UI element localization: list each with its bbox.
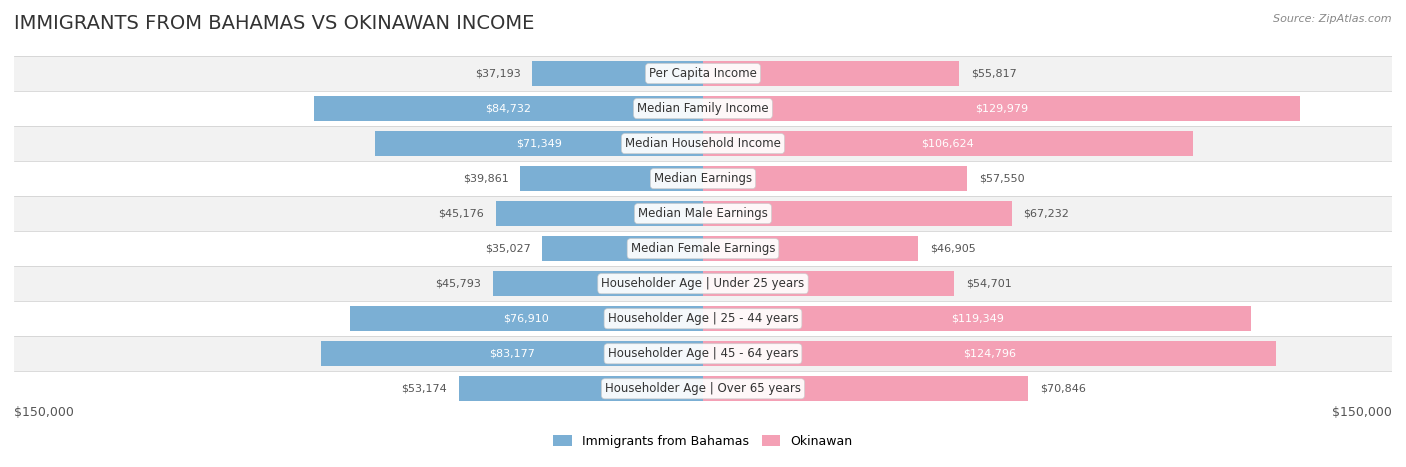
Text: Median Household Income: Median Household Income: [626, 137, 780, 150]
Text: $67,232: $67,232: [1024, 209, 1069, 219]
Text: Householder Age | Over 65 years: Householder Age | Over 65 years: [605, 382, 801, 395]
Text: Median Family Income: Median Family Income: [637, 102, 769, 115]
Bar: [703, 376, 1028, 402]
Text: Per Capita Income: Per Capita Income: [650, 67, 756, 80]
Text: $124,796: $124,796: [963, 349, 1017, 359]
Text: $150,000: $150,000: [1331, 406, 1392, 419]
Bar: [543, 236, 703, 262]
Text: $70,846: $70,846: [1040, 384, 1085, 394]
Text: $55,817: $55,817: [972, 69, 1017, 78]
Text: $76,910: $76,910: [503, 314, 550, 324]
Text: $57,550: $57,550: [979, 174, 1025, 184]
Bar: [14, 336, 1392, 371]
Legend: Immigrants from Bahamas, Okinawan: Immigrants from Bahamas, Okinawan: [548, 430, 858, 453]
Text: $71,349: $71,349: [516, 139, 562, 149]
Text: $84,732: $84,732: [485, 104, 531, 113]
Text: $119,349: $119,349: [950, 314, 1004, 324]
Bar: [703, 131, 1192, 156]
Bar: [14, 126, 1392, 161]
Text: $39,861: $39,861: [463, 174, 509, 184]
Text: $53,174: $53,174: [402, 384, 447, 394]
Bar: [495, 201, 703, 226]
Text: $46,905: $46,905: [929, 244, 976, 254]
Bar: [703, 166, 967, 191]
Text: Median Earnings: Median Earnings: [654, 172, 752, 185]
Bar: [14, 301, 1392, 336]
Bar: [492, 271, 703, 297]
Text: Householder Age | Under 25 years: Householder Age | Under 25 years: [602, 277, 804, 290]
Text: $37,193: $37,193: [475, 69, 520, 78]
Text: Source: ZipAtlas.com: Source: ZipAtlas.com: [1274, 14, 1392, 24]
Text: $45,793: $45,793: [436, 279, 481, 289]
Text: $150,000: $150,000: [14, 406, 75, 419]
Text: Householder Age | 45 - 64 years: Householder Age | 45 - 64 years: [607, 347, 799, 360]
Bar: [533, 61, 703, 86]
Bar: [321, 341, 703, 366]
Bar: [703, 271, 955, 297]
Text: $35,027: $35,027: [485, 244, 530, 254]
Bar: [14, 371, 1392, 406]
Text: Median Female Earnings: Median Female Earnings: [631, 242, 775, 255]
Bar: [703, 201, 1012, 226]
Bar: [14, 56, 1392, 91]
Bar: [314, 96, 703, 121]
Text: Median Male Earnings: Median Male Earnings: [638, 207, 768, 220]
Text: $54,701: $54,701: [966, 279, 1011, 289]
Bar: [703, 341, 1277, 366]
Bar: [14, 231, 1392, 266]
Bar: [520, 166, 703, 191]
Text: $45,176: $45,176: [439, 209, 484, 219]
Text: $129,979: $129,979: [974, 104, 1028, 113]
Text: $106,624: $106,624: [921, 139, 974, 149]
Bar: [350, 306, 703, 332]
Bar: [14, 161, 1392, 196]
Bar: [375, 131, 703, 156]
Bar: [14, 266, 1392, 301]
Bar: [703, 236, 918, 262]
Bar: [703, 306, 1251, 332]
Bar: [703, 61, 959, 86]
Bar: [458, 376, 703, 402]
Text: Householder Age | 25 - 44 years: Householder Age | 25 - 44 years: [607, 312, 799, 325]
Text: $83,177: $83,177: [489, 349, 534, 359]
Bar: [703, 96, 1301, 121]
Bar: [14, 196, 1392, 231]
Bar: [14, 91, 1392, 126]
Text: IMMIGRANTS FROM BAHAMAS VS OKINAWAN INCOME: IMMIGRANTS FROM BAHAMAS VS OKINAWAN INCO…: [14, 14, 534, 33]
